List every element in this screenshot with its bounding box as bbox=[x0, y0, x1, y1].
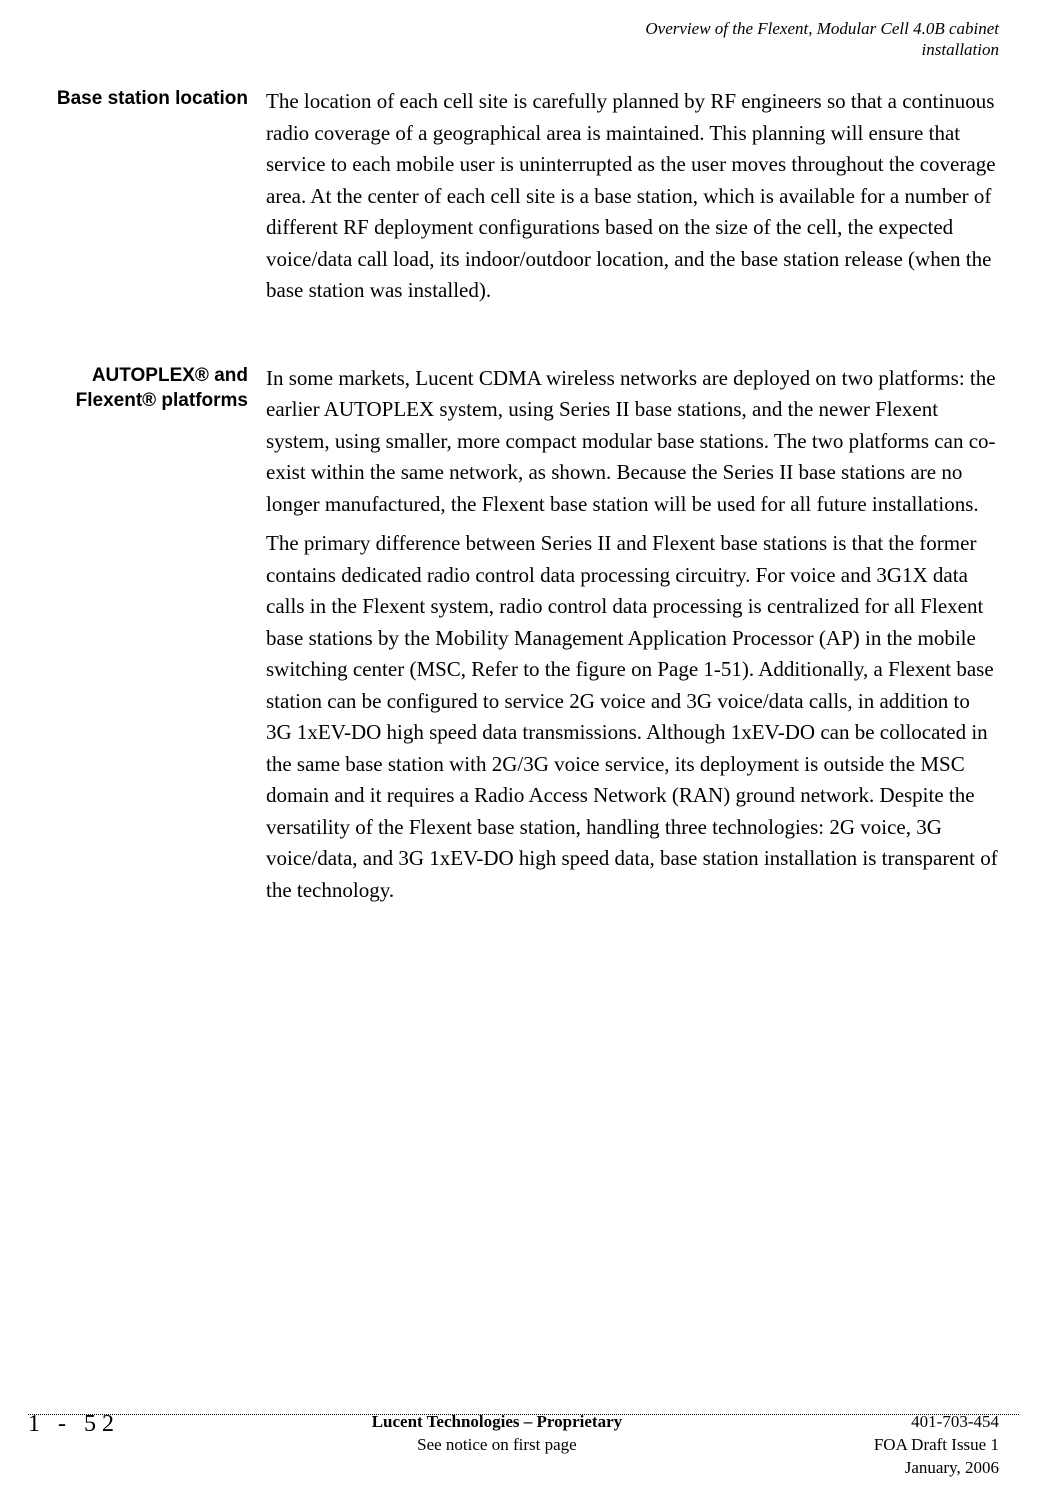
page-header: Overview of the Flexent, Modular Cell 4.… bbox=[645, 18, 999, 61]
body-paragraph: The location of each cell site is carefu… bbox=[266, 86, 999, 307]
footer-center: Lucent Technologies – Proprietary See no… bbox=[372, 1411, 622, 1457]
section-label: Base station location bbox=[28, 86, 266, 315]
date: January, 2006 bbox=[874, 1457, 999, 1480]
section-body: In some markets, Lucent CDMA wireless ne… bbox=[266, 363, 999, 915]
see-notice: See notice on first page bbox=[372, 1434, 622, 1457]
page-number: 1 - 52 bbox=[28, 1411, 120, 1438]
section-base-station: Base station location The location of ea… bbox=[28, 86, 999, 315]
page-footer: 1 - 52 Lucent Technologies – Proprietary… bbox=[28, 1411, 999, 1480]
section-autoplex-flexent: AUTOPLEX® and Flexent® platforms In some… bbox=[28, 363, 999, 915]
proprietary-notice: Lucent Technologies – Proprietary bbox=[372, 1411, 622, 1434]
doc-number: 401-703-454 bbox=[874, 1411, 999, 1434]
issue: FOA Draft Issue 1 bbox=[874, 1434, 999, 1457]
header-line-1: Overview of the Flexent, Modular Cell 4.… bbox=[645, 18, 999, 39]
body-paragraph: In some markets, Lucent CDMA wireless ne… bbox=[266, 363, 999, 521]
body-paragraph: The primary difference between Series II… bbox=[266, 528, 999, 906]
section-body: The location of each cell site is carefu… bbox=[266, 86, 999, 315]
page-content: Base station location The location of ea… bbox=[28, 86, 999, 962]
header-line-2: installation bbox=[645, 39, 999, 60]
section-label: AUTOPLEX® and Flexent® platforms bbox=[28, 363, 266, 915]
footer-right: 401-703-454 FOA Draft Issue 1 January, 2… bbox=[874, 1411, 999, 1480]
